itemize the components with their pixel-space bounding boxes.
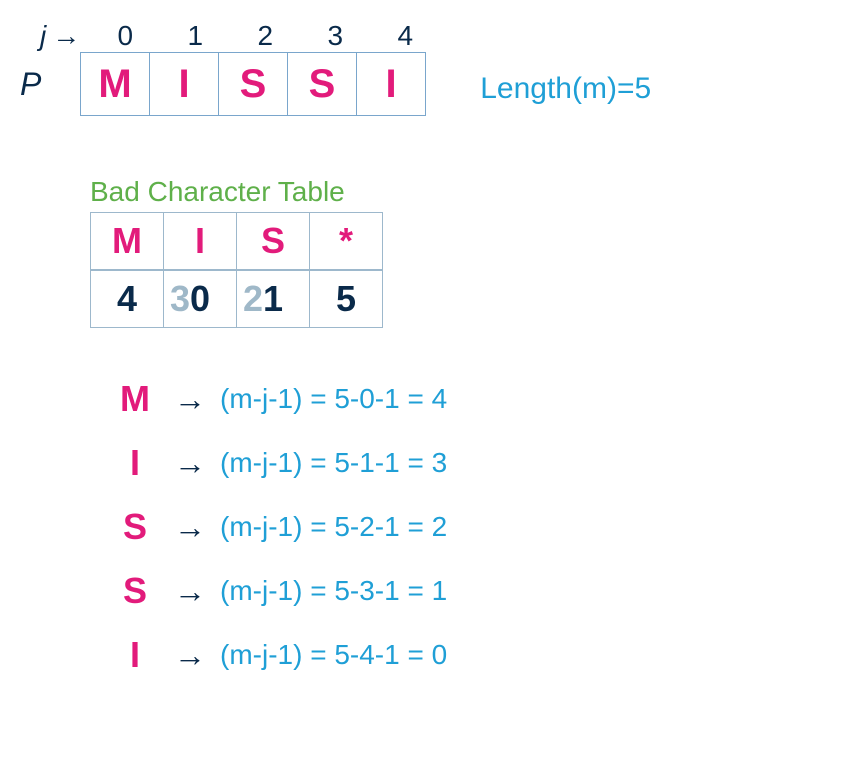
- pattern-cell: M: [80, 52, 150, 116]
- pattern-cell: S: [218, 52, 288, 116]
- arrow-right-icon: →: [160, 445, 220, 482]
- bad-header-cell: *: [309, 212, 383, 270]
- bad-header-cell: S: [236, 212, 310, 270]
- bad-value-cell: 4: [90, 270, 164, 328]
- arrow-right-icon: →: [160, 573, 220, 610]
- index-cell: 2: [230, 20, 300, 52]
- bad-char-title: Bad Character Table: [90, 176, 834, 208]
- bad-header-cell: I: [163, 212, 237, 270]
- calc-letter: S: [110, 506, 160, 548]
- bad-header-cell: M: [90, 212, 164, 270]
- bad-value: 1: [263, 278, 283, 320]
- pattern-row: P M I S S I: [20, 52, 440, 116]
- bad-value-cell: 3 0: [163, 270, 237, 328]
- ghost-value: 3: [170, 278, 190, 320]
- pattern-table: M I S S I: [80, 52, 426, 116]
- length-label: Length(m)=5: [480, 72, 651, 116]
- calc-letter: I: [110, 634, 160, 676]
- arrow-right-icon: →: [160, 637, 220, 674]
- bad-value-cell: 2 1: [236, 270, 310, 328]
- ghost-value: 2: [243, 278, 263, 320]
- calc-formula: (m-j-1) = 5-1-1 = 3: [220, 447, 447, 479]
- calc-letter: I: [110, 442, 160, 484]
- bad-value: 5: [336, 278, 356, 320]
- bad-value: 4: [117, 278, 137, 320]
- calc-formula: (m-j-1) = 5-0-1 = 4: [220, 383, 447, 415]
- calc-formula: (m-j-1) = 5-3-1 = 1: [220, 575, 447, 607]
- calc-letter: M: [110, 378, 160, 420]
- j-label: j: [40, 20, 46, 52]
- calc-row: S → (m-j-1) = 5-2-1 = 2: [110, 506, 834, 548]
- calc-letter: S: [110, 570, 160, 612]
- arrow-right-icon: →: [160, 509, 220, 546]
- bad-value-row: 4 3 0 2 1 5: [90, 270, 383, 328]
- arrow-right-icon: →: [160, 381, 220, 418]
- calc-row: S → (m-j-1) = 5-3-1 = 1: [110, 570, 834, 612]
- pattern-cell: I: [149, 52, 219, 116]
- pattern-cell: S: [287, 52, 357, 116]
- index-cell: 0: [90, 20, 160, 52]
- calc-formula: (m-j-1) = 5-4-1 = 0: [220, 639, 447, 671]
- calc-row: I → (m-j-1) = 5-1-1 = 3: [110, 442, 834, 484]
- index-cell: 4: [370, 20, 440, 52]
- calc-formula: (m-j-1) = 5-2-1 = 2: [220, 511, 447, 543]
- arrow-right-icon: →: [52, 20, 80, 52]
- p-label: P: [20, 66, 80, 103]
- bad-value: 0: [190, 278, 210, 320]
- pattern-cell: I: [356, 52, 426, 116]
- bad-value-cell: 5: [309, 270, 383, 328]
- pattern-section: j → 0 1 2 3 4 P M I S S I Length(m)=5: [20, 20, 834, 116]
- index-cell: 1: [160, 20, 230, 52]
- pattern-block: j → 0 1 2 3 4 P M I S S I: [20, 20, 440, 116]
- index-cell: 3: [300, 20, 370, 52]
- calc-row: M → (m-j-1) = 5-0-1 = 4: [110, 378, 834, 420]
- bad-header-row: M I S *: [90, 212, 383, 270]
- bad-char-table: M I S * 4 3 0 2 1 5: [90, 212, 383, 328]
- calc-section: M → (m-j-1) = 5-0-1 = 4 I → (m-j-1) = 5-…: [110, 378, 834, 676]
- index-row: j → 0 1 2 3 4: [40, 20, 440, 52]
- calc-row: I → (m-j-1) = 5-4-1 = 0: [110, 634, 834, 676]
